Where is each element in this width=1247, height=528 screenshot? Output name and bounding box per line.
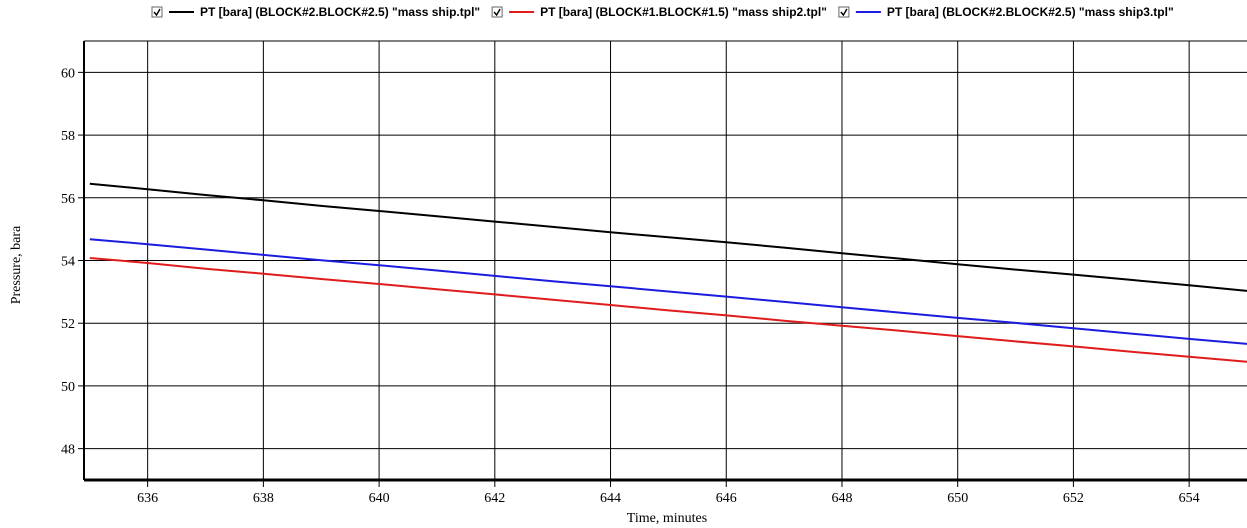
x-tick-label-640: 640 — [369, 491, 390, 506]
y-tick-label-48: 48 — [61, 443, 75, 458]
y-tick-label-50: 50 — [61, 380, 75, 395]
y-tick-label-54: 54 — [61, 255, 75, 270]
series-line-2 — [89, 257, 1247, 363]
grid — [84, 41, 1247, 480]
x-axis-title: Time, minutes — [627, 511, 707, 526]
legend-checkbox-1[interactable] — [151, 6, 163, 18]
y-tick-label-60: 60 — [61, 66, 75, 81]
legend-label-3: PT [bara] (BLOCK#2.BLOCK#2.5) "mass ship… — [887, 5, 1174, 19]
ticks: 636 638 640 642 644 646 648 650 652 654 48 50 52 54 56… — [61, 66, 1200, 506]
series-line-1 — [89, 182, 1247, 292]
series-line-3 — [89, 238, 1247, 345]
legend-label-2: PT [bara] (BLOCK#1.BLOCK#1.5) "mass ship… — [540, 5, 827, 19]
x-tick-label-652: 652 — [1063, 491, 1084, 506]
series-group — [89, 182, 1247, 363]
legend-check-icon-3 — [840, 8, 848, 17]
legend-item-2: PT [bara] (BLOCK#1.BLOCK#1.5) "mass ship… — [491, 5, 827, 19]
legend-item-1: PT [bara] (BLOCK#2.BLOCK#2.5) "mass ship… — [151, 5, 480, 19]
legend-checkbox-2[interactable] — [491, 6, 503, 18]
x-tick-label-642: 642 — [484, 491, 505, 506]
y-axis-title: Pressure, bara — [9, 225, 24, 304]
y-tick-label-52: 52 — [61, 317, 75, 332]
x-tick-label-644: 644 — [600, 491, 621, 506]
legend: PT [bara] (BLOCK#2.BLOCK#2.5) "mass ship… — [151, 5, 1174, 19]
x-tick-label-636: 636 — [137, 491, 158, 506]
legend-checkbox-3[interactable] — [838, 6, 850, 18]
y-tick-label-56: 56 — [61, 192, 75, 207]
x-tick-label-654: 654 — [1179, 491, 1200, 506]
x-tick-label-648: 648 — [831, 491, 852, 506]
x-tick-label-650: 650 — [947, 491, 968, 506]
y-tick-label-58: 58 — [61, 129, 75, 144]
legend-check-icon-2 — [493, 8, 501, 17]
legend-item-3: PT [bara] (BLOCK#2.BLOCK#2.5) "mass ship… — [838, 5, 1174, 19]
legend-label-1: PT [bara] (BLOCK#2.BLOCK#2.5) "mass ship… — [200, 5, 480, 19]
x-tick-label-638: 638 — [253, 491, 274, 506]
x-tick-label-646: 646 — [716, 491, 737, 506]
legend-check-icon-1 — [153, 8, 161, 17]
